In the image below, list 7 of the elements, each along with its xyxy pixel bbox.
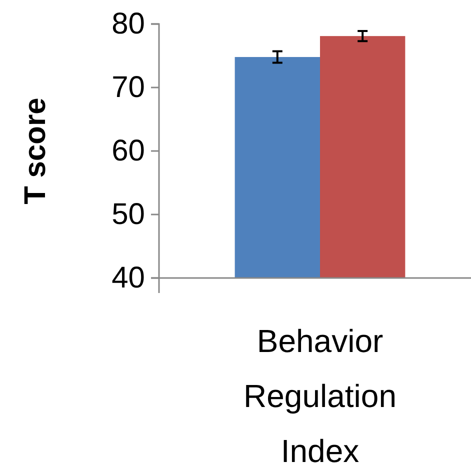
x-tick-label: Behavior Regulation Index bbox=[244, 323, 396, 469]
y-tick-label: 40 bbox=[112, 262, 145, 295]
y-tick-label: 80 bbox=[112, 8, 145, 41]
y-axis-title: T score bbox=[19, 98, 52, 204]
y-tick-label: 70 bbox=[112, 71, 145, 104]
y-tick-label: 60 bbox=[112, 134, 145, 168]
y-tick-label: 50 bbox=[112, 198, 145, 232]
